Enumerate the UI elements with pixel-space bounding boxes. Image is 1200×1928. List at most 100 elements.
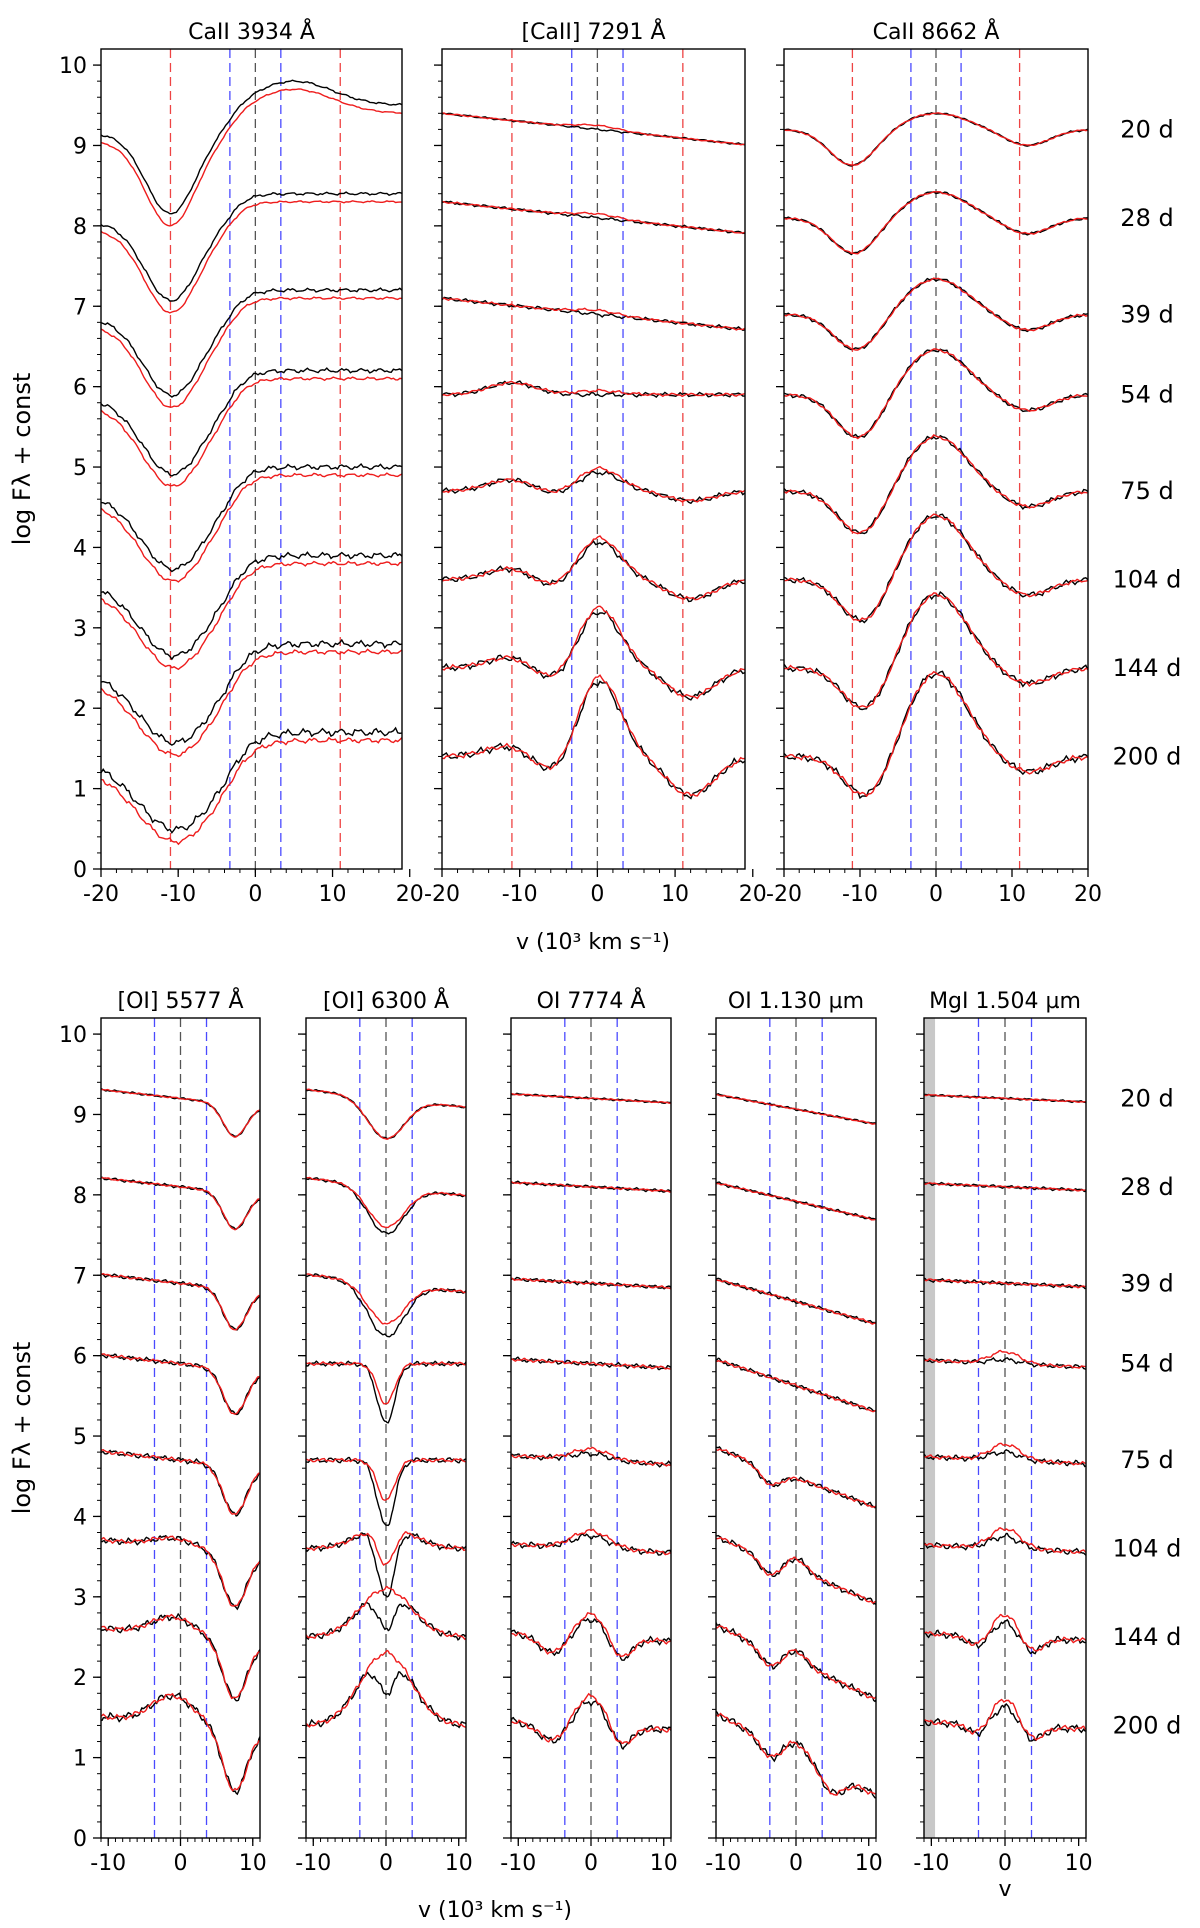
x-tick-label: 10 (661, 882, 689, 907)
spectrum-observed-104d (511, 1533, 671, 1556)
x-tick-label: -20 (424, 882, 460, 907)
spectrum-observed-54d (306, 1360, 466, 1424)
y-tick-label: 1 (73, 1747, 87, 1772)
spectrum-model-104d (101, 1535, 260, 1607)
x-tick-label: 10 (445, 1851, 473, 1876)
x-tick-label: 10 (998, 882, 1026, 907)
spectrum-model-104d (442, 535, 745, 601)
spectrum-observed-75d (924, 1448, 1086, 1468)
spectrum-observed-200d (716, 1710, 876, 1799)
spectrum-model-28d (442, 200, 745, 234)
spectrum-model-104d (716, 1536, 876, 1604)
x-tick-label: -10 (842, 882, 878, 907)
y-tick-label: 0 (73, 858, 87, 883)
spectrum-observed-144d (784, 591, 1088, 711)
spectrum-observed-54d (924, 1356, 1086, 1370)
x-tick-label: 0 (248, 882, 262, 907)
spectrum-model-144d (306, 1585, 466, 1641)
x-tick-label: -10 (500, 1851, 536, 1876)
spectrum-model-54d (101, 376, 402, 487)
spectra-group (442, 112, 745, 800)
y-tick-label: 10 (59, 54, 87, 79)
spectrum-observed-144d (101, 638, 402, 746)
spectrum-observed-75d (442, 470, 745, 505)
spectrum-model-54d (442, 380, 745, 398)
spectrum-observed-200d (101, 1692, 260, 1796)
panel-o1130: -10 0 10 OI 1.130 µm (705, 989, 882, 1876)
epoch-label: 28 d (1120, 1173, 1173, 1201)
spectrum-model-39d (511, 1277, 671, 1290)
y-tick-label: 6 (73, 376, 87, 401)
spectrum-model-39d (101, 296, 402, 408)
spectrum-model-28d (101, 1176, 260, 1231)
epoch-label: 39 d (1120, 1269, 1173, 1297)
spectra-group (306, 1088, 466, 1729)
spectrum-model-104d (784, 513, 1088, 622)
spectrum-model-144d (101, 1613, 260, 1700)
spectrum-model-39d (442, 297, 745, 331)
spectrum-observed-200d (442, 680, 745, 800)
spectrum-observed-75d (716, 1446, 876, 1509)
spectrum-observed-75d (306, 1456, 466, 1527)
spectrum-observed-104d (306, 1532, 466, 1598)
x-tick-label: -10 (160, 882, 196, 907)
panel-ca7291: -20 -10 0 10 20 [CaII] 7291 Å (424, 18, 767, 907)
epoch-label: 200 d (1113, 742, 1182, 770)
spectrum-model-75d (511, 1446, 671, 1467)
spectrum-model-75d (306, 1457, 466, 1501)
spectrum-model-39d (101, 1272, 260, 1331)
spectrum-observed-54d (101, 367, 402, 477)
panel-title: CaII 3934 Å (188, 18, 315, 45)
x-tick-label: -10 (295, 1851, 331, 1876)
spectrum-model-200d (306, 1649, 466, 1728)
x-tick-label: -20 (83, 882, 119, 907)
x-tick-label: -20 (766, 882, 802, 907)
x-tick-label: -10 (502, 882, 538, 907)
spectrum-model-75d (924, 1442, 1086, 1466)
spectrum-model-104d (306, 1531, 466, 1566)
epoch-label: 54 d (1120, 1350, 1173, 1378)
spectrum-model-144d (511, 1612, 671, 1658)
spectrum-model-200d (442, 674, 745, 797)
panel-title: CaII 8662 Å (873, 18, 1000, 45)
y-axis-label: log Fλ + const (8, 373, 36, 546)
y-tick-label: 2 (73, 697, 87, 722)
y-tick-label: 5 (73, 456, 87, 481)
x-tick-label: 0 (584, 1851, 598, 1876)
bottom-row-xlabel: v (10³ km s⁻¹) (418, 1898, 572, 1923)
panel-title: OI 7774 Å (537, 987, 646, 1014)
x-tick-label: 10 (855, 1851, 883, 1876)
spectrum-model-75d (101, 1449, 260, 1515)
spectrum-model-39d (306, 1273, 466, 1325)
spectrum-model-144d (716, 1625, 876, 1700)
x-tick-label: 10 (650, 1851, 678, 1876)
spectrum-model-28d (924, 1181, 1086, 1192)
spectrum-model-75d (101, 472, 402, 583)
x-tick-label: 10 (1065, 1851, 1093, 1876)
y-tick-label: 7 (73, 295, 87, 320)
panel-frame (441, 48, 746, 870)
epoch-label: 104 d (1113, 566, 1182, 594)
spectrum-observed-54d (442, 380, 745, 399)
spectrum-model-20d (924, 1093, 1086, 1104)
y-tick-label: 1 (73, 778, 87, 803)
spectrum-observed-28d (101, 191, 402, 302)
spectrum-model-28d (306, 1176, 466, 1229)
x-tick-label: 0 (590, 882, 604, 907)
spectrum-observed-20d (442, 112, 745, 146)
top-row-xlabel: v (10³ km s⁻¹) (516, 930, 670, 955)
x-tick-label: 10 (239, 1851, 267, 1876)
spectrum-model-28d (716, 1182, 876, 1221)
spectrum-model-144d (442, 605, 745, 700)
spectra-group (101, 79, 402, 846)
spectrum-observed-20d (101, 79, 402, 215)
epoch-label: 28 d (1120, 204, 1173, 232)
y-tick-label: 5 (73, 1425, 87, 1450)
panel-title: [OI] 5577 Å (118, 987, 244, 1014)
spectrum-model-54d (784, 348, 1088, 440)
spectrum-model-75d (716, 1448, 876, 1508)
epoch-label: 20 d (1120, 115, 1173, 143)
epoch-label: 39 d (1120, 300, 1173, 328)
panel-title: OI 1.130 µm (728, 989, 864, 1014)
